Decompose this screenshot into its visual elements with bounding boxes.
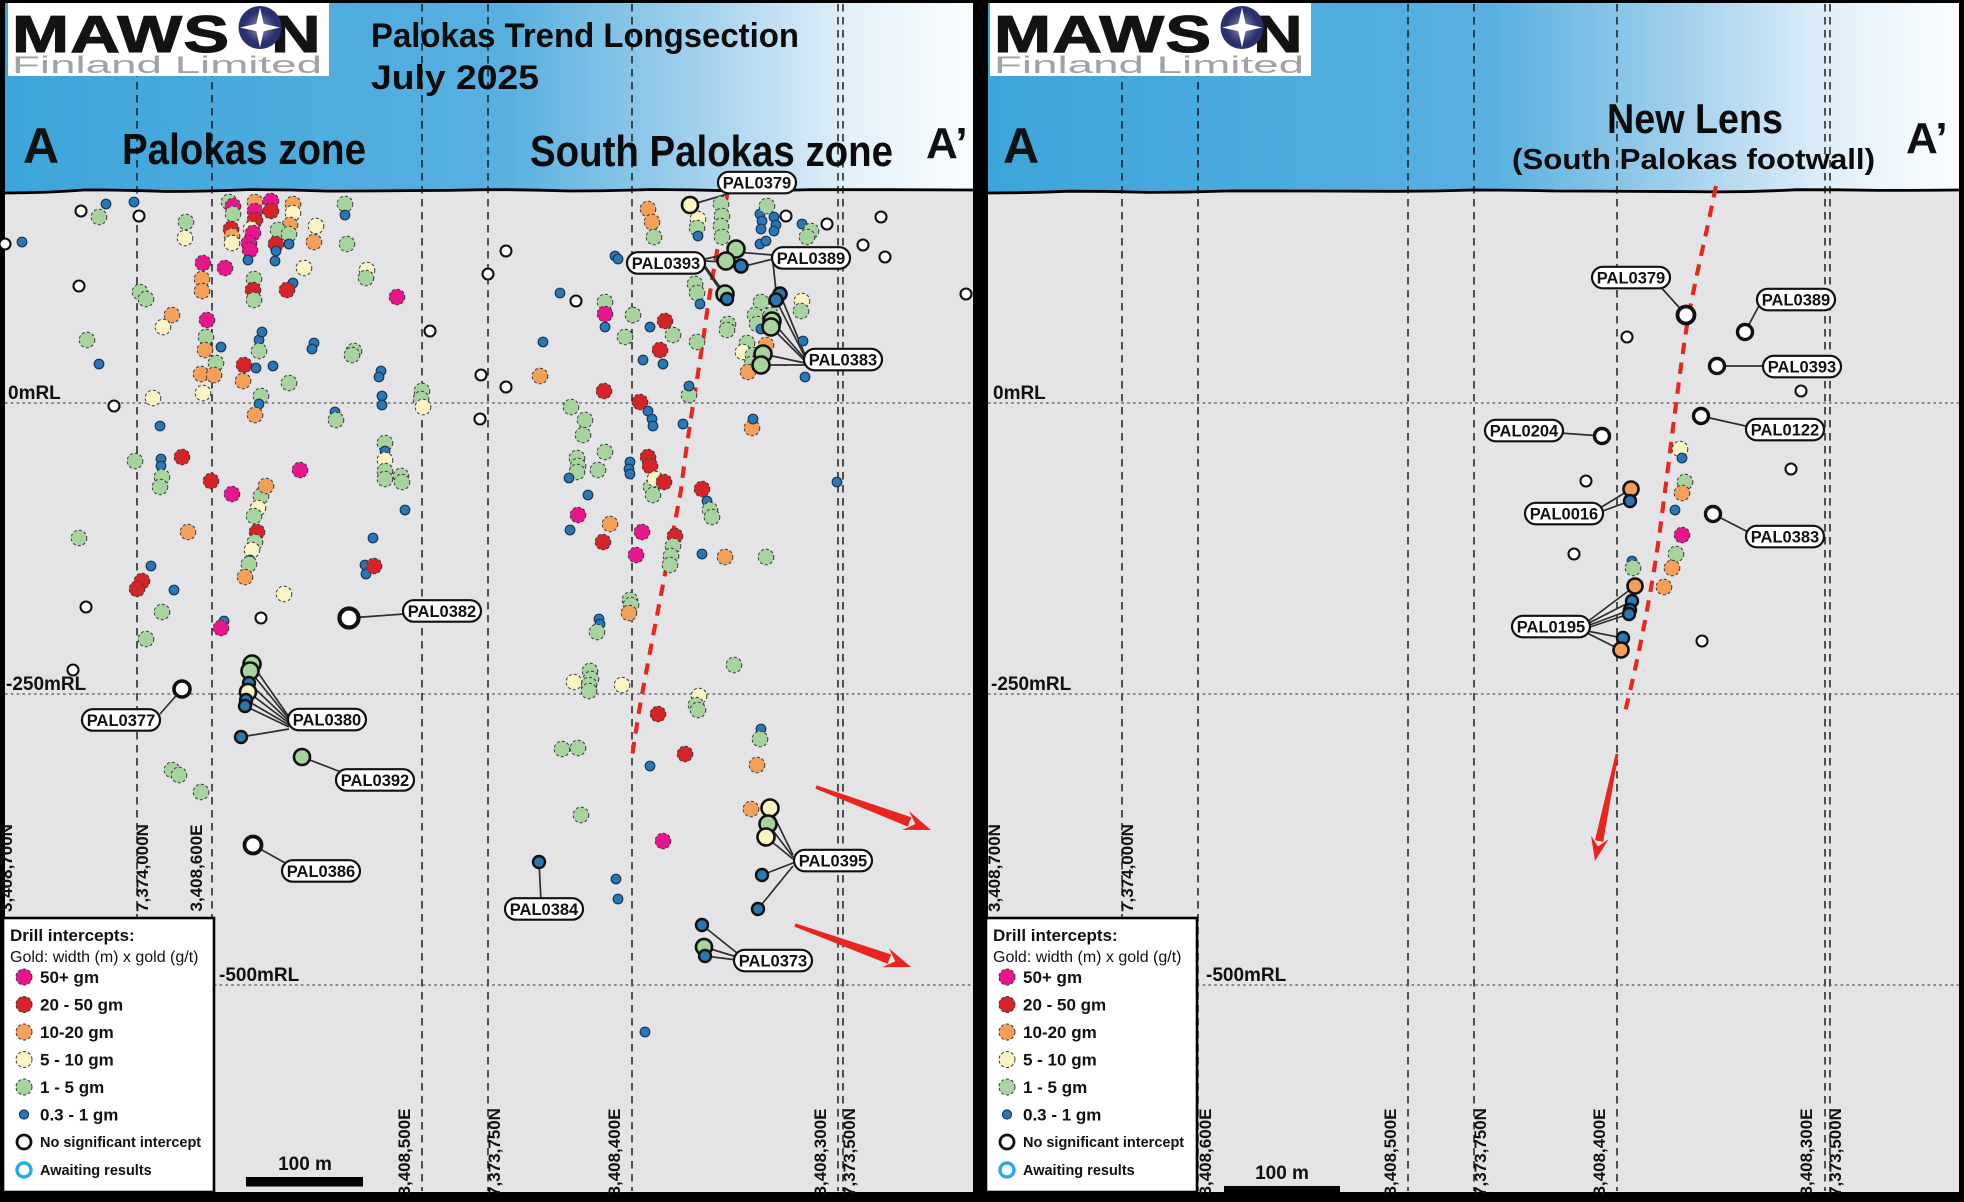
svg-text:Gold: width (m) x gold (g/t): Gold: width (m) x gold (g/t) (10, 949, 199, 966)
svg-text:50+ gm: 50+ gm (1023, 968, 1082, 987)
svg-text:1 - 5 gm: 1 - 5 gm (1023, 1078, 1087, 1097)
svg-text:PAL0389: PAL0389 (777, 250, 845, 268)
svg-text:7,374,000N: 7,374,000N (133, 824, 152, 912)
svg-text:3,408,300E: 3,408,300E (1797, 1109, 1816, 1196)
svg-text:50+ gm: 50+ gm (40, 968, 99, 987)
svg-text:3,408,400E: 3,408,400E (1590, 1109, 1609, 1196)
svg-text:PAL0195: PAL0195 (1517, 619, 1585, 637)
svg-text:5 - 10 gm: 5 - 10 gm (1023, 1051, 1097, 1070)
svg-text:3,408,700N: 3,408,700N (985, 824, 1004, 912)
svg-text:PAL0386: PAL0386 (287, 863, 355, 881)
svg-text:Awaiting results: Awaiting results (1023, 1163, 1135, 1179)
svg-text:-250mRL: -250mRL (6, 674, 87, 695)
svg-text:A: A (1003, 118, 1039, 174)
svg-text:Drill intercepts:: Drill intercepts: (993, 926, 1118, 945)
svg-text:5 - 10 gm: 5 - 10 gm (40, 1051, 114, 1070)
svg-text:PAL0383: PAL0383 (809, 352, 877, 370)
svg-text:New Lens: New Lens (1607, 95, 1783, 142)
svg-text:PAL0392: PAL0392 (341, 772, 409, 790)
svg-text:7,373,500N: 7,373,500N (1826, 1108, 1845, 1196)
svg-text:7,373,500N: 7,373,500N (840, 1108, 859, 1196)
svg-text:PAL0393: PAL0393 (632, 255, 700, 273)
svg-text:PAL0384: PAL0384 (510, 901, 579, 919)
svg-text:PAL0373: PAL0373 (739, 953, 807, 971)
svg-text:No significant intercept: No significant intercept (1023, 1135, 1184, 1151)
svg-text:0mRL: 0mRL (8, 383, 61, 404)
svg-text:Finland Limited: Finland Limited (994, 52, 1304, 79)
svg-text:10-20 gm: 10-20 gm (40, 1023, 114, 1042)
svg-text:South Palokas zone: South Palokas zone (530, 127, 893, 176)
svg-text:7,373,750N: 7,373,750N (1471, 1108, 1490, 1196)
svg-text:PAL0383: PAL0383 (1751, 529, 1819, 547)
svg-text:A’: A’ (926, 119, 968, 168)
svg-text:3,408,500E: 3,408,500E (1381, 1109, 1400, 1196)
svg-text:A’: A’ (1906, 114, 1948, 163)
svg-text:3,408,400E: 3,408,400E (605, 1109, 624, 1196)
svg-text:Awaiting results: Awaiting results (40, 1163, 152, 1179)
svg-text:PAL0204: PAL0204 (1490, 423, 1559, 441)
svg-text:Finland Limited: Finland Limited (12, 52, 322, 79)
svg-text:PAL0389: PAL0389 (1762, 292, 1830, 310)
svg-text:A: A (23, 118, 59, 174)
svg-text:0mRL: 0mRL (993, 383, 1046, 404)
svg-text:1 - 5 gm: 1 - 5 gm (40, 1078, 104, 1097)
svg-text:Palokas zone: Palokas zone (122, 125, 366, 174)
svg-text:PAL0380: PAL0380 (293, 712, 361, 730)
svg-text:20 - 50 gm: 20 - 50 gm (40, 996, 123, 1015)
svg-text:PAL0016: PAL0016 (1530, 506, 1598, 524)
svg-text:3,408,600E: 3,408,600E (187, 825, 206, 912)
svg-text:20 - 50 gm: 20 - 50 gm (1023, 996, 1106, 1015)
svg-text:-250mRL: -250mRL (991, 674, 1072, 695)
svg-text:3,408,700N: 3,408,700N (0, 824, 16, 912)
svg-text:Gold: width (m) x gold (g/t): Gold: width (m) x gold (g/t) (993, 949, 1182, 966)
svg-text:7,374,000N: 7,374,000N (1118, 824, 1137, 912)
svg-text:July 2025: July 2025 (371, 59, 539, 97)
svg-text:-500mRL: -500mRL (219, 965, 300, 986)
svg-text:0.3 - 1 gm: 0.3 - 1 gm (1023, 1106, 1101, 1125)
svg-text:100 m: 100 m (1255, 1163, 1309, 1184)
svg-text:PAL0395: PAL0395 (799, 853, 867, 871)
svg-text:10-20 gm: 10-20 gm (1023, 1023, 1097, 1042)
svg-text:-500mRL: -500mRL (1206, 965, 1287, 986)
svg-text:3,408,500E: 3,408,500E (395, 1109, 414, 1196)
svg-text:100 m: 100 m (278, 1154, 332, 1175)
svg-text:Palokas Trend Longsection: Palokas Trend Longsection (371, 17, 799, 55)
svg-text:PAL0379: PAL0379 (723, 175, 791, 193)
svg-text:(South Palokas footwall): (South Palokas footwall) (1512, 144, 1875, 176)
svg-text:PAL0382: PAL0382 (408, 603, 476, 621)
svg-text:PAL0377: PAL0377 (87, 712, 155, 730)
svg-text:7,373,750N: 7,373,750N (485, 1108, 504, 1196)
svg-text:No significant intercept: No significant intercept (40, 1135, 201, 1151)
svg-text:3,408,300E: 3,408,300E (811, 1109, 830, 1196)
svg-text:PAL0379: PAL0379 (1597, 270, 1665, 288)
svg-text:3,408,600E: 3,408,600E (1196, 1109, 1215, 1196)
svg-text:0.3 - 1 gm: 0.3 - 1 gm (40, 1106, 118, 1125)
svg-text:PAL0393: PAL0393 (1768, 359, 1836, 377)
svg-text:Drill intercepts:: Drill intercepts: (10, 926, 135, 945)
svg-text:PAL0122: PAL0122 (1751, 422, 1819, 440)
